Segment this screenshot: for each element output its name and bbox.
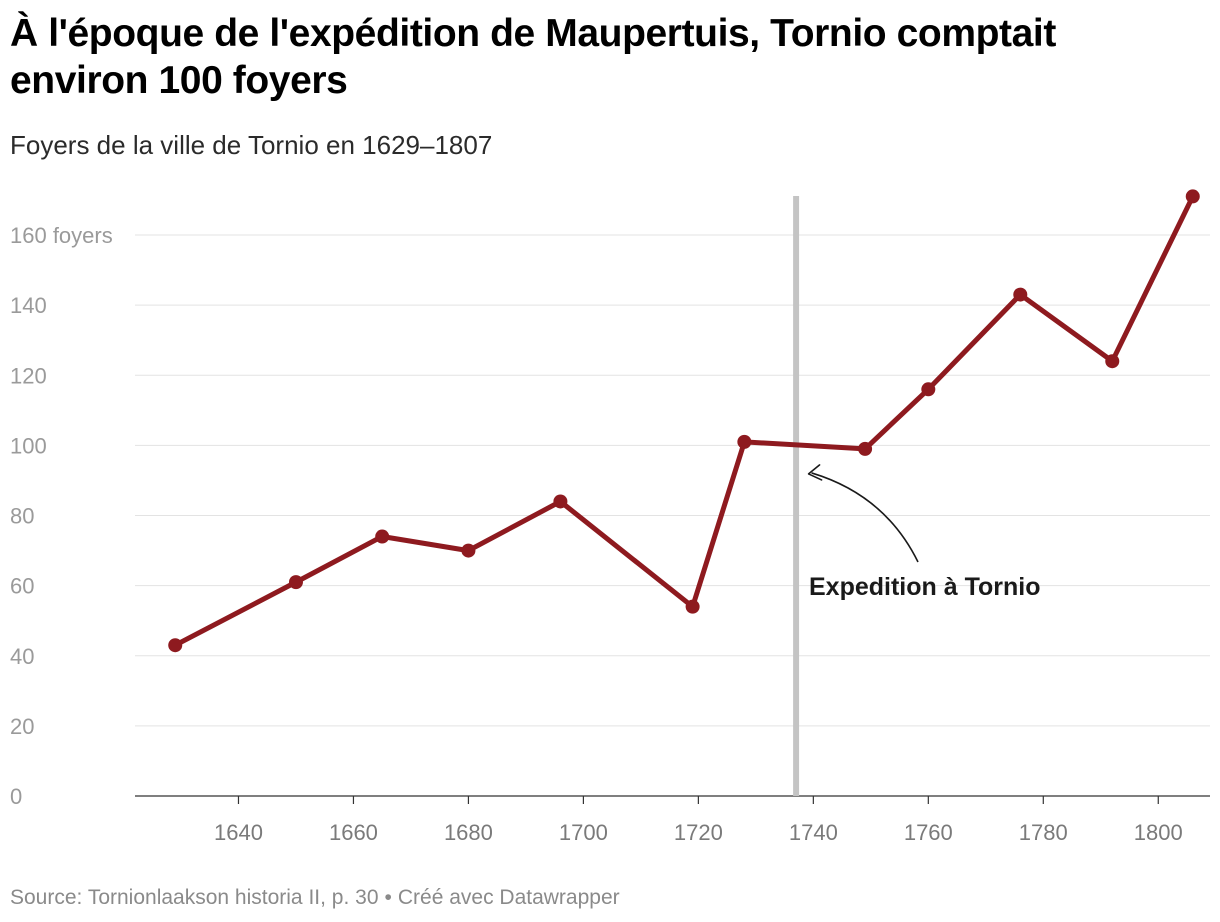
data-point xyxy=(1185,189,1200,204)
x-tick-label: 1800 xyxy=(1134,820,1183,845)
footer: Source: Tornionlaakson historia II, p. 3… xyxy=(10,884,620,912)
y-tick-label: 60 xyxy=(10,574,34,599)
y-tick-label: 100 xyxy=(10,433,47,458)
y-axis: 0 20 40 60 80 100 120 140 160 foyers xyxy=(10,223,113,809)
x-tick-label: 1680 xyxy=(444,820,493,845)
data-point xyxy=(685,599,700,614)
y-tick-label: 80 xyxy=(10,504,34,529)
data-point xyxy=(461,543,476,558)
data-point xyxy=(375,529,390,544)
source-text: Source: Tornionlaakson historia II, p. 3… xyxy=(10,886,379,909)
annotation-group: Expedition à Tornio xyxy=(807,464,1040,601)
x-tick-label: 1780 xyxy=(1019,820,1068,845)
y-tick-label: 120 xyxy=(10,363,47,388)
y-tick-label: 140 xyxy=(10,293,47,318)
annotation-arrow xyxy=(811,472,919,563)
data-point xyxy=(1013,287,1028,302)
y-tick-label: 40 xyxy=(10,644,34,669)
data-point xyxy=(288,575,303,590)
data-point xyxy=(737,434,752,449)
x-tick-label: 1760 xyxy=(904,820,953,845)
footer-separator: • xyxy=(384,886,392,909)
x-axis: 1640 1660 1680 1700 1720 1740 1760 1780 1800 xyxy=(214,796,1183,845)
x-tick-label: 1720 xyxy=(674,820,723,845)
data-point xyxy=(1105,354,1120,369)
y-tick-label: 20 xyxy=(10,714,34,739)
gridlines xyxy=(135,234,1210,797)
x-tick-label: 1660 xyxy=(329,820,378,845)
x-tick-label: 1640 xyxy=(214,820,263,845)
data-point xyxy=(553,494,568,509)
chart-title: À l'époque de l'expédition de Maupertuis… xyxy=(10,12,1056,102)
credit-text: Créé avec Datawrapper xyxy=(397,886,620,909)
y-tick-label: 0 xyxy=(10,784,22,809)
annotation-label: Expedition à Tornio xyxy=(809,573,1040,601)
series-layer xyxy=(168,189,1200,653)
x-tick-label: 1740 xyxy=(789,820,838,845)
y-tick-label: 160 foyers xyxy=(10,223,113,248)
data-point xyxy=(168,638,183,653)
data-point xyxy=(921,382,936,397)
x-tick-label: 1700 xyxy=(559,820,608,845)
chart-subtitle: Foyers de la ville de Tornio en 1629–180… xyxy=(10,130,493,160)
data-point xyxy=(858,441,873,456)
annotation-arrowhead xyxy=(807,464,823,481)
series-line xyxy=(172,193,1196,648)
